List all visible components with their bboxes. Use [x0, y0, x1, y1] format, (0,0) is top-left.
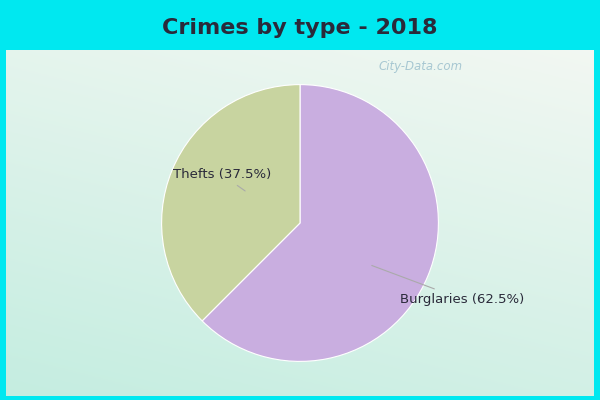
- Wedge shape: [202, 85, 439, 361]
- Text: Thefts (37.5%): Thefts (37.5%): [173, 168, 271, 191]
- Text: Crimes by type - 2018: Crimes by type - 2018: [162, 18, 438, 38]
- Text: Burglaries (62.5%): Burglaries (62.5%): [372, 266, 524, 306]
- Text: City-Data.com: City-Data.com: [379, 60, 463, 73]
- Wedge shape: [161, 85, 300, 321]
